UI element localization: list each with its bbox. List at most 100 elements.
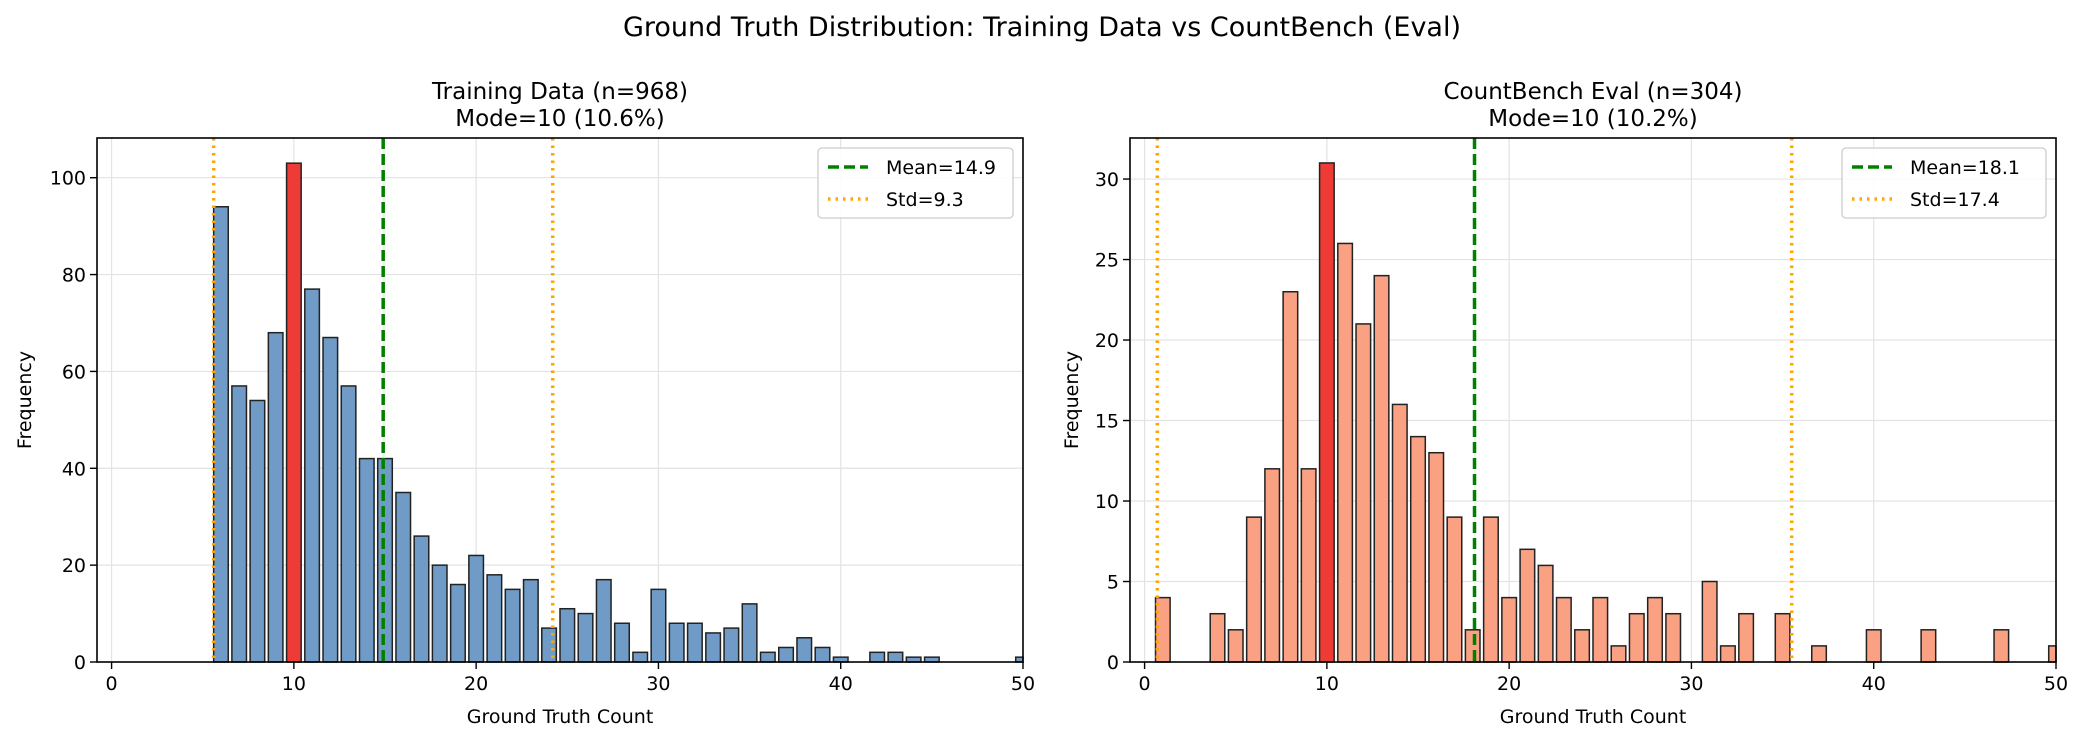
- x-tick-label: 10: [1315, 673, 1339, 695]
- bar: [267, 331, 284, 663]
- x-tick-label: 30: [1679, 673, 1703, 695]
- bar: [304, 288, 321, 663]
- legend-box: [1841, 147, 2047, 219]
- bar: [1373, 274, 1390, 663]
- bar: [796, 637, 813, 663]
- bar: [1701, 580, 1718, 663]
- bar: [2047, 645, 2057, 663]
- bar: [1774, 612, 1791, 663]
- bar: [1282, 290, 1299, 663]
- x-tick-label: 50: [2044, 673, 2068, 695]
- y-tick-label: 10: [1095, 491, 1119, 513]
- y-tick-label: 80: [62, 265, 86, 287]
- figure-suptitle: Ground Truth Distribution: Training Data…: [623, 12, 1461, 43]
- bar: [358, 457, 375, 663]
- bar: [1391, 403, 1408, 663]
- bar: [1719, 645, 1736, 663]
- bar: [814, 646, 831, 663]
- x-tick-label: 40: [1862, 673, 1886, 695]
- x-tick-label: 20: [464, 673, 488, 695]
- bar: [1920, 629, 1937, 663]
- bar: [1428, 451, 1445, 663]
- bar: [212, 206, 229, 663]
- y-axis-label: Frequency: [14, 351, 36, 449]
- bar: [1993, 629, 2010, 663]
- bar: [522, 578, 539, 663]
- x-tick-label: 0: [106, 673, 118, 695]
- bar: [1482, 516, 1499, 663]
- bar: [376, 457, 394, 663]
- bar: [686, 622, 703, 663]
- bar: [613, 622, 631, 663]
- legend: Mean=14.9 Std=9.3: [817, 147, 1014, 219]
- y-tick-label: 25: [1095, 250, 1119, 272]
- bar: [1209, 612, 1226, 663]
- chart-countbench: CountBench Eval (n=304) Mode=10 (10.2%) …: [1061, 79, 2068, 728]
- legend-mean-label: Mean=18.1: [1910, 157, 2020, 179]
- bar-mode: [1318, 162, 1335, 663]
- bar: [231, 385, 248, 663]
- bar: [1154, 596, 1171, 663]
- bar: [1555, 596, 1572, 663]
- bar: [468, 554, 485, 663]
- x-tick-label: 50: [1011, 673, 1035, 695]
- y-tick-label: 30: [1095, 169, 1119, 191]
- x-tick-label: 40: [829, 673, 853, 695]
- bar: [650, 588, 667, 663]
- bar: [1227, 629, 1244, 663]
- bar: [395, 491, 412, 663]
- bar: [1264, 468, 1281, 663]
- bar: [1865, 629, 1882, 663]
- bar: [1464, 629, 1481, 663]
- legend: Mean=18.1 Std=17.4: [1841, 147, 2047, 219]
- chart-title-line1: CountBench Eval (n=304): [1444, 79, 1743, 105]
- chart-title-line2: Mode=10 (10.6%): [455, 106, 665, 132]
- bar: [1245, 516, 1262, 663]
- bar: [1665, 612, 1682, 663]
- bar: [632, 651, 649, 663]
- bar: [1574, 629, 1591, 663]
- bar: [705, 632, 722, 663]
- bar: [504, 588, 521, 663]
- chart-title-line1: Training Data (n=968): [431, 79, 688, 105]
- bar: [1300, 468, 1317, 663]
- x-tick-label: 10: [282, 673, 306, 695]
- plot-frame: [1129, 137, 2057, 663]
- bar: [1409, 435, 1427, 663]
- bar: [486, 574, 503, 663]
- y-tick-label: 20: [1095, 330, 1119, 352]
- bar: [1628, 612, 1645, 663]
- bar: [449, 583, 466, 663]
- bar: [431, 564, 448, 663]
- bar: [1355, 323, 1372, 663]
- bar: [249, 399, 266, 663]
- bar: [1446, 516, 1463, 663]
- bar: [759, 651, 776, 663]
- bar: [1810, 645, 1828, 663]
- bar: [595, 578, 612, 663]
- plot-frame: [96, 137, 1024, 663]
- bar: [741, 603, 758, 663]
- y-tick-label: 0: [74, 652, 86, 674]
- bar: [322, 336, 339, 663]
- x-tick-label: 30: [646, 673, 670, 695]
- x-tick-label: 0: [1139, 673, 1151, 695]
- bar: [1337, 242, 1354, 663]
- legend-std-label: Std=17.4: [1910, 189, 2000, 211]
- y-tick-label: 20: [62, 555, 86, 577]
- bar: [723, 627, 740, 663]
- y-axis-label: Frequency: [1061, 351, 1083, 449]
- y-tick-label: 0: [1107, 652, 1119, 674]
- bar: [887, 651, 904, 663]
- x-tick-label: 20: [1497, 673, 1521, 695]
- bar: [777, 646, 795, 663]
- legend-mean-label: Mean=14.9: [886, 157, 996, 179]
- bar: [1501, 596, 1518, 663]
- bar: [340, 385, 357, 663]
- bar: [1610, 645, 1627, 663]
- bar: [1738, 612, 1755, 663]
- bar: [1519, 548, 1536, 663]
- legend-std-label: Std=9.3: [886, 189, 964, 211]
- bar: [559, 607, 576, 663]
